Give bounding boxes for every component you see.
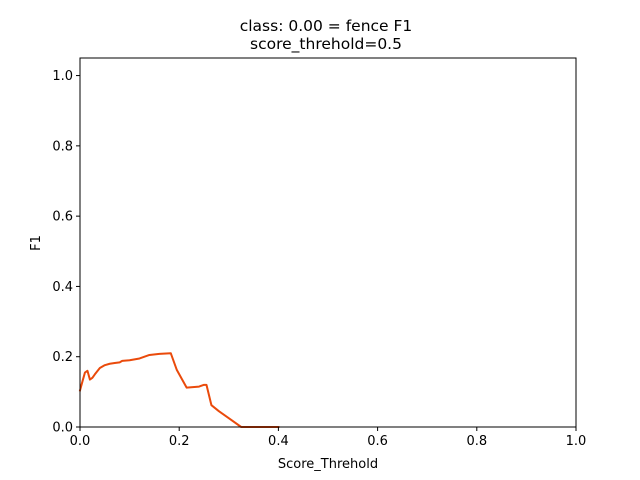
plot-frame	[79, 57, 577, 428]
x-tick-label: 0.8	[466, 434, 487, 449]
y-tick-label: 0.4	[52, 280, 73, 295]
x-tick-label: 0.0	[70, 434, 91, 449]
plot-area	[78, 352, 280, 428]
y-tick-label: 0.8	[52, 139, 73, 154]
x-tick-label: 1.0	[566, 434, 587, 449]
f1-curve-line	[78, 352, 280, 428]
x-tick-label: 0.2	[169, 434, 190, 449]
y-tick-label: 0.2	[52, 350, 73, 365]
y-tick-label: 1.0	[52, 69, 73, 84]
chart-subtitle: score_threhold=0.5	[250, 35, 402, 54]
y-tick-label: 0.0	[52, 421, 73, 436]
x-axis-label: Score_Threhold	[278, 457, 378, 472]
ticks: 0.0 0.2 0.4 0.6 0.8 1.0 0.0 0.2 0.4 0.6 0.8 1.0	[52, 69, 586, 449]
x-tick-label: 0.4	[268, 434, 289, 449]
x-tick-label: 0.6	[367, 434, 388, 449]
y-tick-label: 0.6	[52, 210, 73, 225]
chart-title: class: 0.00 = fence F1	[240, 17, 413, 35]
y-axis-label: F1	[29, 235, 44, 251]
